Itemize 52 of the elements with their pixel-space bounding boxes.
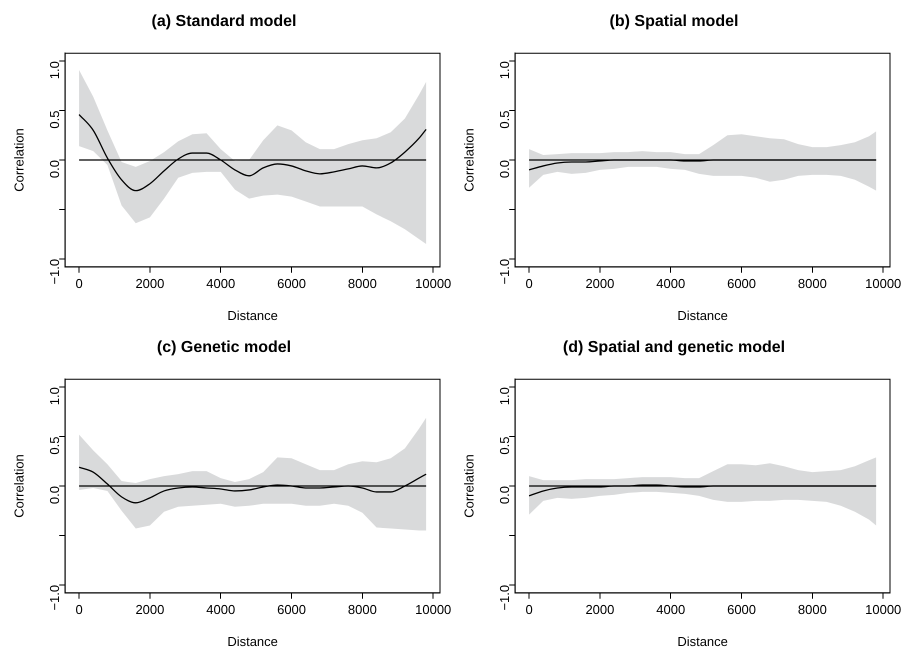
x-tick-label: 10000: [415, 602, 452, 618]
y-tick-label: 0.5: [496, 436, 512, 455]
x-tick-label: 4000: [206, 602, 236, 618]
x-tick-label: 8000: [798, 276, 827, 292]
x-tick-label: 0: [75, 276, 83, 292]
x-tick-label: 10000: [415, 276, 452, 292]
y-tick-label: −1.0: [46, 584, 62, 611]
x-tick-label: 8000: [348, 602, 377, 618]
y-tick-label: 0.5: [46, 110, 62, 129]
y-tick-label: 1.0: [496, 387, 512, 406]
x-tick-label: 2000: [135, 276, 164, 292]
x-tick-label: 0: [75, 602, 83, 618]
y-tick-label: −1.0: [46, 258, 62, 285]
y-tick-label: 0.0: [496, 160, 512, 178]
x-tick-label: 10000: [865, 276, 902, 292]
y-tick-label: 0.5: [496, 110, 512, 129]
y-axis-title: Correlation: [461, 454, 476, 518]
chart-title: (b) Spatial model: [610, 13, 738, 30]
y-axis-title: Correlation: [461, 128, 476, 192]
y-tick-label: 1.0: [46, 61, 62, 80]
x-axis-title: Distance: [677, 634, 728, 649]
x-tick-label: 6000: [277, 602, 306, 618]
x-tick-label: 6000: [727, 276, 756, 292]
x-axis-title: Distance: [227, 308, 278, 323]
y-tick-label: 1.0: [496, 61, 512, 80]
x-axis-title: Distance: [677, 308, 728, 323]
chart-title: (d) Spatial and genetic model: [562, 339, 786, 356]
y-tick-label: −1.0: [496, 258, 512, 285]
x-tick-label: 4000: [656, 276, 686, 292]
x-tick-label: 8000: [348, 276, 377, 292]
y-tick-label: 0.0: [46, 160, 62, 178]
x-tick-label: 4000: [206, 276, 236, 292]
chart-title: (a) Standard model: [152, 13, 296, 30]
y-axis-title: Correlation: [11, 128, 26, 192]
x-tick-label: 2000: [585, 276, 614, 292]
x-tick-label: 2000: [585, 602, 614, 618]
y-tick-label: 0.0: [46, 486, 62, 504]
x-tick-label: 8000: [798, 602, 827, 618]
y-tick-label: −1.0: [496, 584, 512, 611]
x-tick-label: 10000: [865, 602, 902, 618]
chart-title: (c) Genetic model: [156, 339, 292, 356]
x-tick-label: 0: [525, 276, 533, 292]
x-tick-label: 4000: [656, 602, 686, 618]
y-tick-label: 0.0: [496, 486, 512, 504]
y-axis-title: Correlation: [11, 454, 26, 518]
x-tick-label: 6000: [727, 602, 756, 618]
x-tick-label: 6000: [277, 276, 306, 292]
x-tick-label: 2000: [135, 602, 164, 618]
x-tick-label: 0: [525, 602, 533, 618]
x-axis-title: Distance: [227, 634, 278, 649]
y-tick-label: 0.5: [46, 436, 62, 455]
y-tick-label: 1.0: [46, 387, 62, 406]
